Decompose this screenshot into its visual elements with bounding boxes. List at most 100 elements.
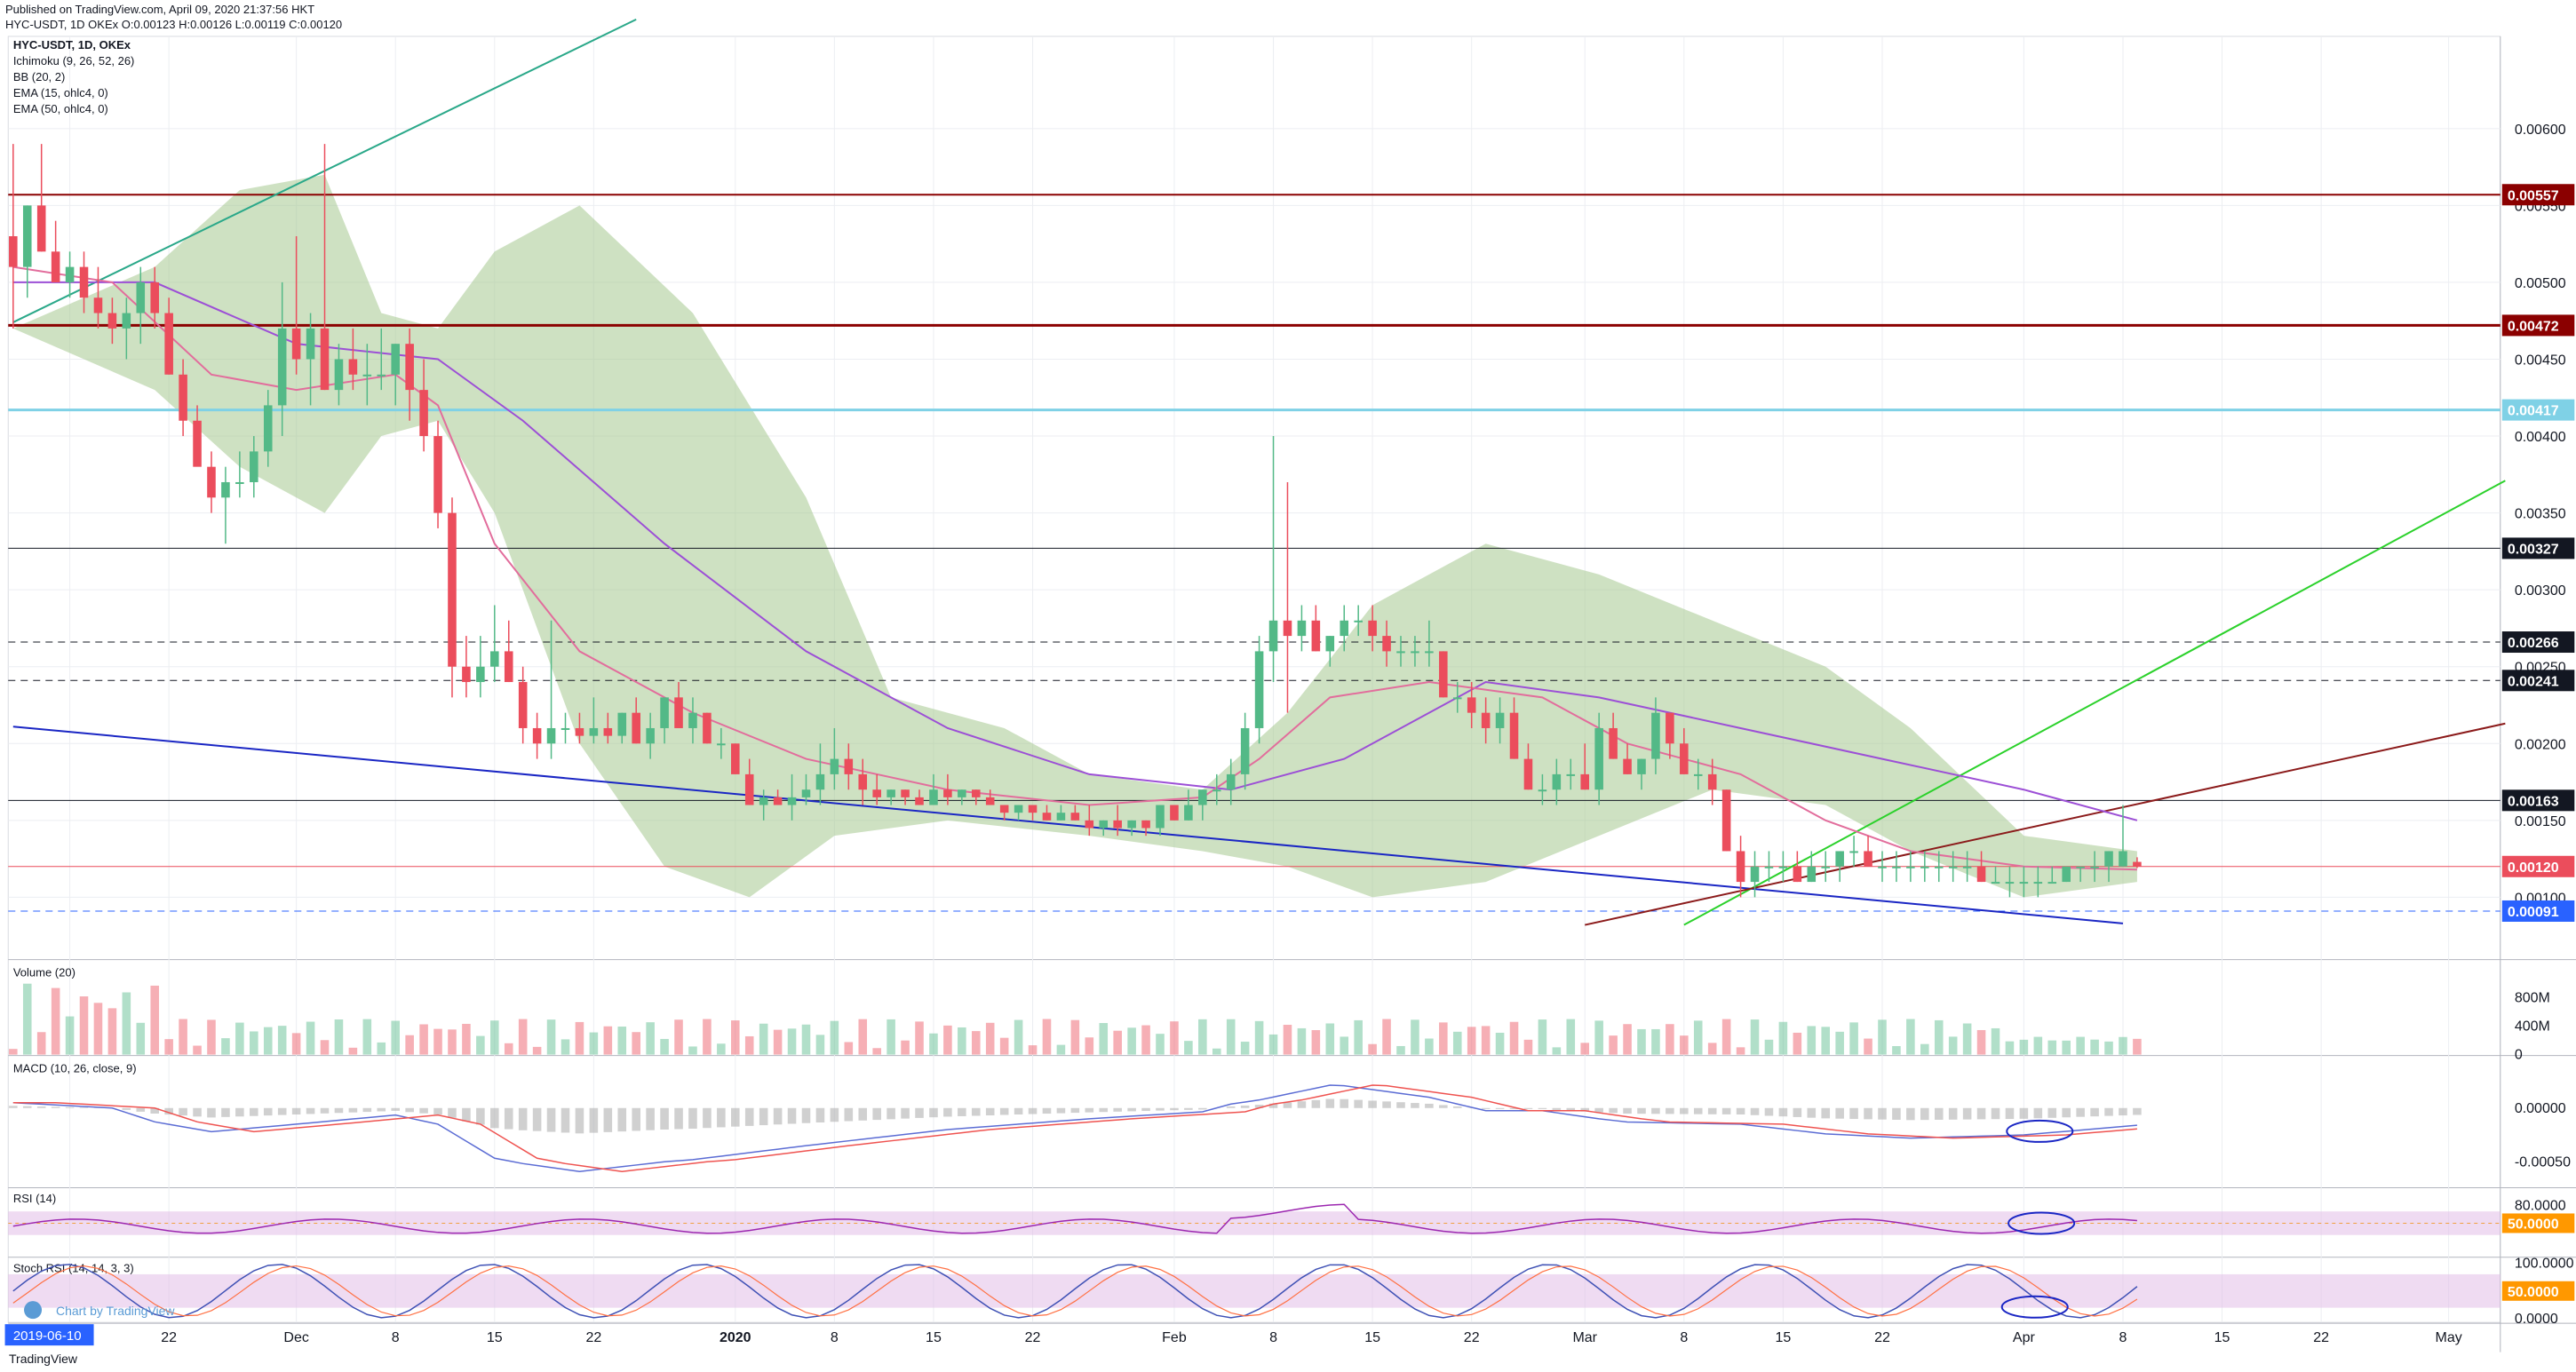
- volume-bar: [1920, 1043, 1929, 1055]
- macd-histogram-bar: [1906, 1107, 1915, 1121]
- darkred-uptrend-trendline: [1585, 722, 2506, 926]
- volume-bar: [250, 1031, 258, 1055]
- candle-body: [1523, 758, 1533, 790]
- volume-bar: [1623, 1024, 1632, 1055]
- candle-body: [150, 282, 160, 313]
- macd-histogram-bar: [1028, 1107, 1038, 1114]
- candle-body: [122, 313, 131, 329]
- volume-bar: [1991, 1027, 2000, 1055]
- main-legend-line: BB (20, 2): [13, 70, 66, 83]
- volume-bar: [93, 1003, 103, 1055]
- volume-bar: [1707, 1043, 1717, 1055]
- volume-bar: [1651, 1028, 1660, 1055]
- candle-body: [2090, 866, 2099, 868]
- volume-bar: [122, 992, 131, 1055]
- candle-body: [532, 727, 542, 744]
- candle-body: [1509, 712, 1519, 759]
- volume-bar: [263, 1027, 273, 1055]
- candle-body: [1283, 620, 1292, 637]
- candle-body: [1268, 620, 1278, 652]
- candle-body: [250, 451, 258, 482]
- volume-bar: [391, 1020, 400, 1055]
- candle-body: [1311, 620, 1321, 652]
- volume-bar: [674, 1019, 683, 1055]
- volume-bar: [1962, 1023, 1972, 1055]
- macd-histogram-bar: [235, 1107, 244, 1117]
- macd-histogram-bar: [1609, 1107, 1618, 1114]
- macd-histogram-bar: [1934, 1107, 1944, 1120]
- macd-histogram-bar: [1481, 1107, 1491, 1109]
- macd-histogram-bar: [1170, 1107, 1179, 1111]
- candle-body: [1594, 727, 1603, 790]
- candle-body: [1764, 866, 1774, 868]
- candle-body: [1878, 866, 1887, 868]
- candle-body: [164, 313, 173, 375]
- x-tick-label: 8: [2119, 1330, 2127, 1345]
- candle-body: [999, 805, 1009, 813]
- volume-bar: [419, 1024, 428, 1055]
- candle-body: [504, 651, 513, 683]
- volume-bar: [1878, 1019, 1887, 1055]
- candle-body: [2104, 851, 2113, 867]
- candle-body: [787, 797, 797, 805]
- candle-body: [773, 797, 783, 805]
- macd-histogram-bar: [1184, 1107, 1193, 1110]
- volume-bar: [1198, 1019, 1207, 1055]
- tradingview-brand[interactable]: TradingView: [9, 1352, 78, 1366]
- level-label: 0.00327: [2508, 542, 2559, 557]
- ema50-line: [12, 281, 2138, 821]
- macd-histogram-bar: [901, 1107, 910, 1119]
- volume-tick-label: 800M: [2515, 990, 2550, 1005]
- volume-bar: [1354, 1019, 1363, 1055]
- macd-histogram-bar: [1156, 1107, 1165, 1111]
- volume-bar: [1014, 1019, 1023, 1055]
- macd-histogram-bar: [462, 1107, 471, 1122]
- ohlc-label: HYC-USDT, 1D OKEx O:0.00123 H:0.00126 L:…: [5, 18, 343, 31]
- candle-body: [221, 481, 230, 498]
- volume-bar: [1311, 1030, 1321, 1055]
- volume-bar: [815, 1035, 825, 1055]
- volume-bar: [65, 1016, 75, 1055]
- candle-body: [1651, 712, 1660, 759]
- macd-histogram-bar: [1764, 1107, 1774, 1116]
- volume-bar: [1425, 1038, 1434, 1055]
- volume-bar: [2076, 1036, 2085, 1055]
- candle-body: [1184, 805, 1193, 821]
- volume-bar: [1892, 1046, 1901, 1055]
- annotation-ellipse: [2008, 1211, 2076, 1235]
- macd-histogram-bar: [1283, 1102, 1292, 1108]
- level-label: 0.00417: [2508, 404, 2559, 419]
- macd-histogram-bar: [1382, 1101, 1391, 1108]
- macd-histogram-bar: [65, 1106, 75, 1108]
- macd-histogram-bar: [844, 1107, 854, 1122]
- macd-histogram-bar: [646, 1107, 655, 1130]
- candle-body: [858, 773, 868, 790]
- volume-bar: [561, 1039, 570, 1055]
- macd-histogram-bar: [688, 1107, 697, 1130]
- published-label: Published on TradingView.com, April 09, …: [5, 3, 315, 16]
- volume-bar: [744, 1035, 754, 1055]
- macd-histogram-bar: [1439, 1105, 1448, 1108]
- stoch-tick-label: 100.0000: [2515, 1256, 2574, 1271]
- candle-body: [2076, 866, 2085, 868]
- stoch-legend: Stoch RSI (14, 14, 3, 3): [13, 1261, 134, 1274]
- level-label: 0.00266: [2508, 636, 2559, 651]
- macd-histogram-bar: [872, 1107, 881, 1121]
- candle-body: [2133, 861, 2142, 867]
- volume-bar: [546, 1019, 556, 1055]
- x-tick-label: 8: [1680, 1330, 1688, 1345]
- watermark-label: Chart by TradingView: [56, 1304, 175, 1318]
- ichimoku-cloud: [12, 174, 2137, 898]
- candle-body: [362, 374, 372, 377]
- volume-bar: [1849, 1022, 1858, 1055]
- macd-histogram-bar: [660, 1107, 669, 1130]
- volume-bar: [901, 1040, 910, 1055]
- candle-body: [1070, 813, 1080, 821]
- macd-histogram-bar: [1297, 1101, 1307, 1108]
- macd-histogram-bar: [1014, 1107, 1023, 1115]
- macd-histogram-bar: [2090, 1107, 2099, 1117]
- macd-histogram-bar: [1042, 1107, 1052, 1114]
- macd-histogram-bar: [561, 1107, 570, 1133]
- candle-body: [801, 789, 811, 797]
